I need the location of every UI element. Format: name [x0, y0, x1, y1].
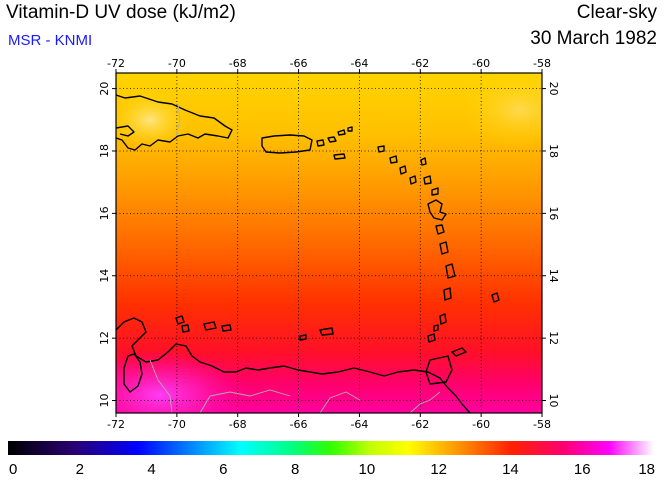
colorbar-tick-label: 4: [147, 461, 155, 478]
map-source: MSR - KNMI: [8, 32, 93, 49]
lon-tick-label-top: -62: [411, 57, 429, 70]
lon-tick-label-top: -60: [472, 57, 490, 70]
sky-condition: Clear-sky: [576, 2, 657, 23]
lon-tick-label-top: -72: [107, 57, 125, 70]
colorbar: [8, 441, 654, 455]
lat-tick-label-left: 14: [98, 269, 111, 283]
lon-tick-label-top: -64: [350, 57, 368, 70]
lon-tick-label-top: -70: [168, 57, 186, 70]
lon-tick-label-bottom: -64: [350, 418, 368, 431]
country-borders: [149, 103, 441, 413]
colorbar-tick-label: 18: [638, 461, 655, 478]
map-frame: [115, 72, 543, 414]
map-date: 30 March 1982: [530, 28, 657, 49]
lat-tick-label-left: 16: [98, 206, 111, 220]
lon-tick-label-top: -58: [533, 57, 551, 70]
colorbar-tick-label: 14: [502, 461, 519, 478]
lat-tick-label-right: 18: [547, 144, 560, 158]
lon-tick-label-bottom: -58: [533, 418, 551, 431]
lat-tick-label-right: 10: [547, 394, 560, 408]
axis-ticks: -72 -72 -70 -70 -68 -68 -66 -66 -64 -64 -62 -62 -60 -…: [98, 57, 560, 431]
colorbar-ticks: 0 2 4 6 8 10 12 14 16 18: [9, 461, 655, 478]
lat-tick-label-left: 10: [98, 394, 111, 408]
lat-tick-label-right: 16: [547, 206, 560, 220]
colorbar-tick-label: 8: [291, 461, 299, 478]
lon-tick-label-bottom: -70: [168, 418, 186, 431]
lon-tick-label-bottom: -66: [290, 418, 308, 431]
lon-tick-label-bottom: -62: [411, 418, 429, 431]
lon-tick-label-top: -66: [290, 57, 308, 70]
lat-lon-grid: [116, 73, 542, 413]
lat-tick-label-left: 12: [98, 331, 111, 345]
coastlines: [116, 94, 500, 413]
colorbar-tick-label: 0: [9, 461, 17, 478]
lat-tick-label-left: 20: [98, 82, 111, 96]
lon-tick-label-bottom: -68: [229, 418, 247, 431]
lon-tick-label-bottom: -60: [472, 418, 490, 431]
lon-tick-label-bottom: -72: [107, 418, 125, 431]
colorbar-tick-label: 12: [430, 461, 447, 478]
lat-tick-label-right: 14: [547, 269, 560, 283]
lat-tick-label-right: 12: [547, 331, 560, 345]
dose-field: [116, 73, 542, 413]
colorbar-tick-label: 16: [574, 461, 591, 478]
map-title: Vitamin-D UV dose (kJ/m2): [6, 2, 236, 23]
colorbar-tick-label: 6: [219, 461, 227, 478]
lat-tick-label-right: 20: [547, 82, 560, 96]
colorbar-tick-label: 2: [76, 461, 84, 478]
lon-tick-label-top: -68: [229, 57, 247, 70]
colorbar-tick-label: 10: [359, 461, 376, 478]
lat-tick-label-left: 18: [98, 144, 111, 158]
